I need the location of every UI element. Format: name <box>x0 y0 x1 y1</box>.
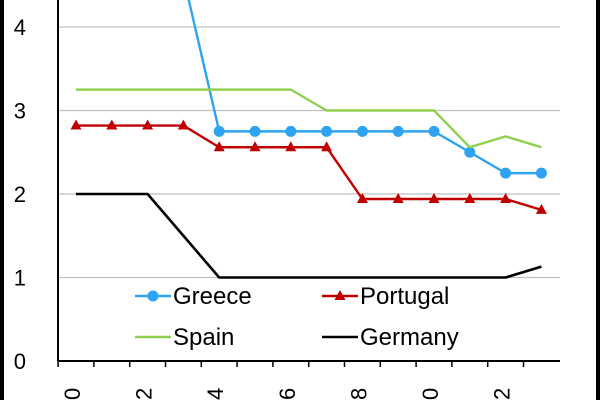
data-point <box>177 119 189 130</box>
data-point <box>249 125 261 137</box>
y-tick-labels: 0 1 2 3 4 <box>14 15 26 374</box>
series-lines <box>70 0 547 279</box>
y-tick-label: 4 <box>14 15 26 40</box>
series-line <box>76 88 542 149</box>
x-tick-label: 0 <box>418 388 443 400</box>
data-point <box>321 125 333 137</box>
y-tick-label: 2 <box>14 182 26 207</box>
y-tick-label: 0 <box>14 349 26 374</box>
x-tick-labels: 0 2 4 6 8 0 2 <box>60 388 515 400</box>
series-spain <box>76 88 542 149</box>
data-point <box>70 119 82 130</box>
x-tick-label: 2 <box>132 388 157 400</box>
data-point <box>428 193 440 204</box>
series-portugal <box>70 119 547 214</box>
data-point <box>392 193 404 204</box>
axes <box>57 0 560 367</box>
x-tick-label: 4 <box>203 388 228 400</box>
data-point <box>464 146 476 158</box>
x-tick-label: 0 <box>60 388 85 400</box>
legend-item-greece: Greece <box>135 283 252 310</box>
data-point <box>356 125 368 137</box>
legend: Greece Portugal Spain Germany <box>135 283 459 351</box>
data-point <box>213 141 225 152</box>
data-point <box>147 290 159 302</box>
series-line <box>76 124 542 212</box>
y-tick-label: 1 <box>14 266 26 291</box>
data-point <box>500 167 512 179</box>
legend-label: Germany <box>360 324 459 351</box>
data-point <box>500 193 512 204</box>
x-tick-label: 8 <box>346 388 371 400</box>
data-point <box>535 167 547 179</box>
series-greece <box>187 0 547 179</box>
series-line <box>76 192 542 279</box>
data-point <box>321 141 333 152</box>
legend-label: Greece <box>173 283 252 310</box>
data-point <box>464 193 476 204</box>
data-point <box>428 125 440 137</box>
legend-label: Portugal <box>360 283 449 310</box>
y-tick-label: 3 <box>14 99 26 124</box>
data-point <box>334 290 346 300</box>
data-point <box>356 193 368 204</box>
legend-item-germany: Germany <box>322 324 459 351</box>
x-tick-label: 6 <box>275 388 300 400</box>
legend-item-spain: Spain <box>135 324 234 351</box>
data-point <box>285 125 297 137</box>
data-point <box>106 119 118 130</box>
series-germany <box>76 192 542 279</box>
data-point <box>142 119 154 130</box>
data-point <box>249 141 261 152</box>
legend-item-portugal: Portugal <box>322 283 449 310</box>
data-point <box>392 125 404 137</box>
legend-label: Spain <box>173 324 234 351</box>
data-point <box>213 125 225 137</box>
data-point <box>535 203 547 214</box>
x-tick-label: 2 <box>490 388 515 400</box>
data-point <box>285 141 297 152</box>
